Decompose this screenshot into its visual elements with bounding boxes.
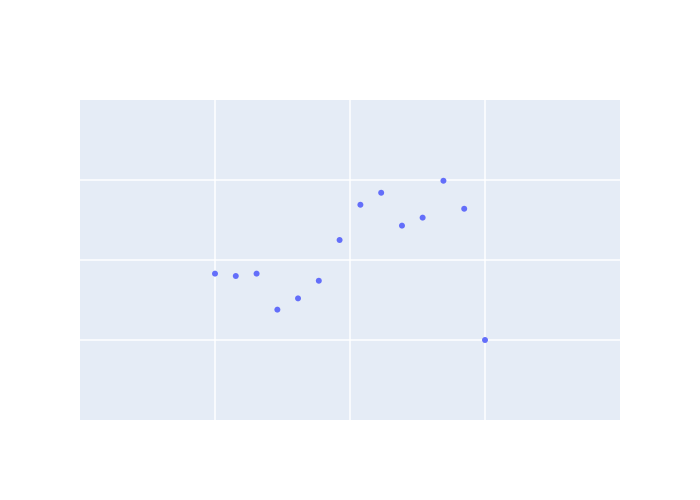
data-point <box>398 222 405 229</box>
data-point <box>212 270 218 277</box>
data-point <box>315 277 322 284</box>
data-point <box>232 273 239 279</box>
data-points <box>212 177 488 343</box>
data-point <box>336 237 343 243</box>
data-point <box>440 177 447 184</box>
data-point <box>378 189 385 196</box>
grid-lines <box>80 100 620 420</box>
data-point <box>419 214 426 221</box>
data-point <box>295 295 302 302</box>
data-point <box>253 270 260 277</box>
data-point <box>357 201 364 208</box>
data-point <box>461 205 468 212</box>
data-point <box>482 337 488 343</box>
data-point <box>274 306 281 313</box>
